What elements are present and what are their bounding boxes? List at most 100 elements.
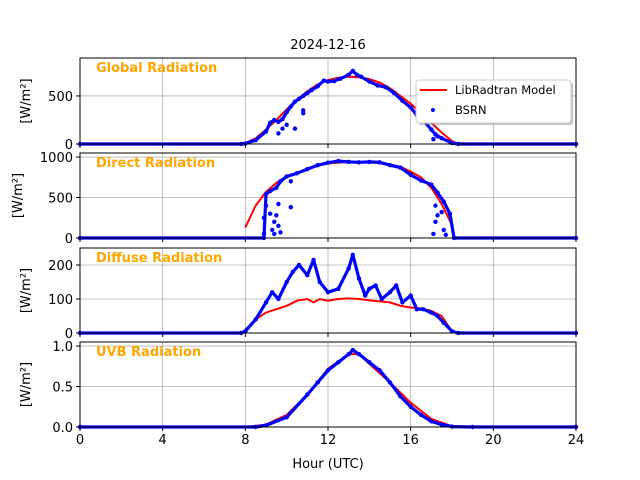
x-tick-label: 20: [485, 433, 502, 448]
bsrn-point: [439, 422, 444, 427]
bsrn-trace: [80, 348, 576, 429]
bsrn-point: [441, 320, 446, 325]
bsrn-point: [439, 136, 444, 141]
bsrn-point: [350, 347, 355, 353]
bsrn-point: [309, 87, 314, 93]
bsrn-point: [447, 211, 453, 216]
legend-model-label: LibRadtran Model: [455, 83, 556, 97]
bsrn-point: [441, 199, 446, 204]
bsrn-point: [263, 300, 269, 305]
bsrn-point: [398, 165, 403, 170]
bsrn-point: [367, 79, 372, 84]
bsrn-point: [301, 93, 306, 99]
y-axis-label: [W/m²]: [19, 362, 34, 407]
bsrn-point: [315, 380, 320, 385]
bsrn-point: [305, 273, 310, 278]
bsrn-point: [387, 162, 393, 168]
bsrn-point: [429, 127, 434, 132]
x-tick-label: 0: [76, 433, 84, 448]
bsrn-point: [253, 137, 258, 143]
bsrn-point: [350, 68, 355, 74]
y-tick-label: 1.0: [52, 340, 73, 355]
bsrn-point: [367, 286, 372, 291]
bsrn-point: [435, 190, 440, 195]
y-tick-label: 0: [65, 138, 73, 153]
bsrn-point: [243, 329, 248, 334]
bsrn-point: [408, 105, 413, 110]
bsrn-point: [387, 290, 393, 295]
bsrn-point: [325, 368, 331, 373]
bsrn-point: [377, 160, 382, 165]
bsrn-point: [253, 317, 258, 322]
bsrn-outlier-point: [278, 230, 283, 235]
bsrn-point: [354, 72, 360, 78]
bsrn-point: [317, 279, 322, 285]
chart-title: 2024-12-16: [290, 38, 366, 53]
y-tick-label: 0.5: [52, 381, 73, 396]
bsrn-point: [267, 188, 273, 194]
bsrn-point: [408, 404, 413, 409]
bsrn-outlier-point: [276, 131, 281, 136]
bsrn-outlier-point: [288, 179, 293, 184]
bsrn-outlier-point: [443, 232, 448, 237]
y-axis-label: [W/m²]: [19, 78, 34, 123]
bsrn-point: [263, 192, 269, 197]
bsrn-point: [356, 276, 362, 281]
x-tick-label: 12: [320, 433, 337, 448]
bsrn-point: [325, 160, 331, 165]
legend: LibRadtran Model BSRN: [415, 79, 573, 125]
bsrn-point: [391, 90, 397, 96]
bsrn-point: [400, 98, 405, 103]
bsrn-point: [294, 171, 300, 176]
bsrn-point: [284, 279, 289, 285]
y-axis-label: [W/m²]: [19, 268, 34, 313]
panel-3: 0 4 8 12 16 20 24 0.0 0.5 1.0 [W/m²] UVB Radiation: [19, 340, 584, 448]
panel-0: 0 500 [W/m²] Global Radiation: [19, 57, 579, 153]
bsrn-point: [311, 257, 316, 263]
bsrn-point: [270, 290, 275, 295]
bsrn-outlier-point: [431, 231, 436, 237]
bsrn-point: [383, 85, 389, 90]
panel-title: UVB Radiation: [96, 345, 201, 360]
bsrn-point: [377, 368, 382, 373]
bsrn-point: [429, 419, 434, 424]
bsrn-point: [375, 83, 380, 88]
bsrn-point: [379, 296, 384, 302]
bsrn-point: [346, 351, 351, 357]
model-line: [244, 160, 453, 228]
bsrn-outlier-point: [267, 211, 273, 216]
y-tick-label: 100: [48, 293, 73, 308]
bsrn-outlier-point: [441, 227, 446, 233]
bsrn-point: [278, 179, 283, 184]
y-tick-label: 500: [48, 192, 73, 207]
bsrn-point: [276, 296, 281, 302]
bsrn-point: [315, 162, 320, 168]
bsrn-point: [276, 119, 281, 125]
y-tick-label: 1000: [40, 151, 73, 166]
bsrn-point: [315, 84, 320, 89]
y-tick-label: 0: [65, 232, 73, 247]
bsrn-point: [449, 329, 455, 334]
bsrn-outlier-point: [292, 126, 298, 131]
bsrn-point: [332, 78, 337, 84]
bsrn-point: [280, 116, 285, 122]
bsrn-outlier-point: [284, 122, 289, 127]
bsrn-outlier-point: [270, 227, 275, 233]
bsrn-point: [346, 266, 351, 271]
bsrn-outlier-point: [439, 209, 444, 215]
bsrn-outlier-point: [261, 215, 267, 220]
x-tick-label: 24: [568, 433, 585, 448]
y-tick-label: 0: [65, 327, 73, 342]
bsrn-outlier-point: [276, 201, 281, 207]
bsrn-point: [274, 185, 279, 191]
x-tick-label: 8: [241, 433, 249, 448]
bsrn-outlier-point: [433, 219, 438, 225]
bsrn-point: [263, 129, 269, 134]
bsrn-point: [387, 380, 393, 385]
bsrn-point: [420, 307, 426, 312]
bsrn-point: [418, 178, 424, 183]
bsrn-point: [394, 283, 399, 288]
bsrn-point: [284, 110, 289, 115]
panel-2: 0 100 200 [W/m²] Diffuse Radiation: [19, 247, 579, 342]
bsrn-point: [267, 120, 273, 126]
